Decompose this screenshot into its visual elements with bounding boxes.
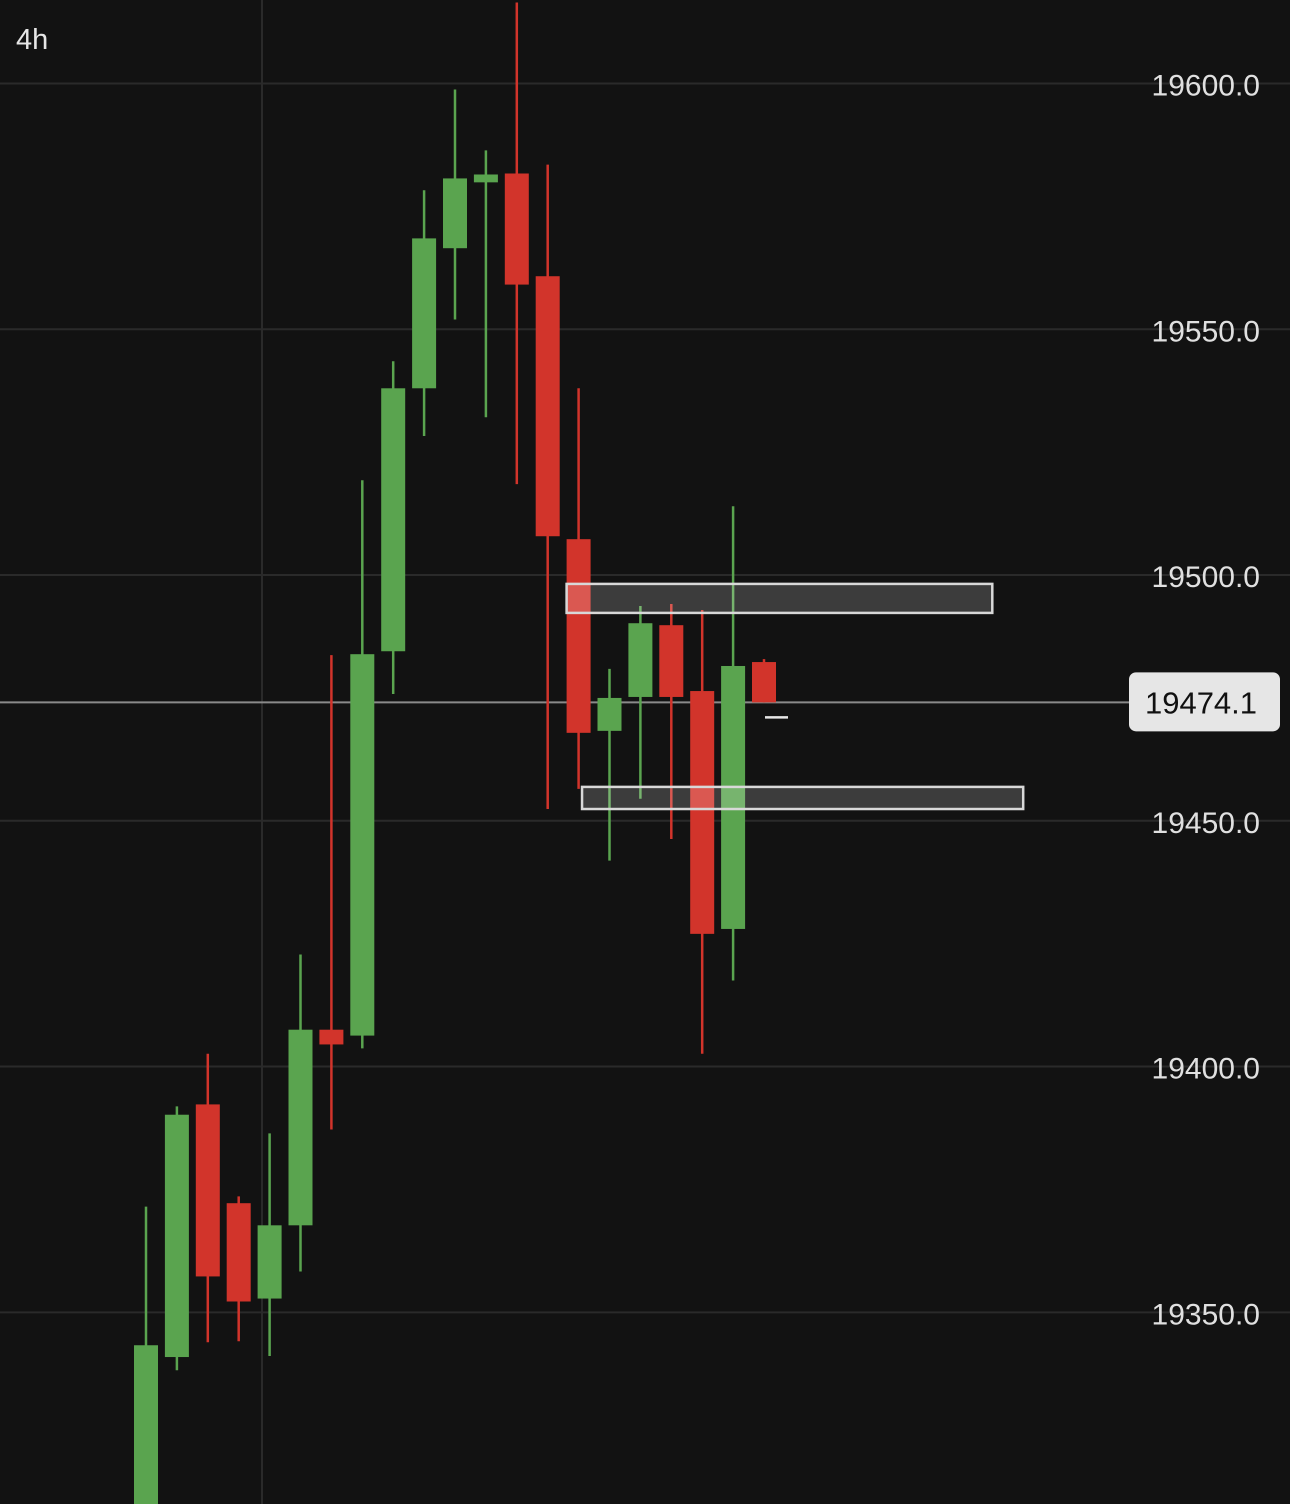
candle[interactable] [659, 604, 684, 839]
candle[interactable] [226, 1196, 251, 1342]
candle-body [257, 1225, 282, 1299]
y-tick-label: 19550.0 [1152, 315, 1260, 348]
candle[interactable] [288, 954, 313, 1272]
current-price-badge: 19474.1 [1129, 672, 1280, 732]
candle[interactable] [381, 361, 406, 695]
y-tick-label: 19600.0 [1152, 70, 1260, 103]
candle[interactable] [566, 388, 591, 789]
candle-body [721, 665, 746, 929]
candle-body [195, 1104, 220, 1277]
candle[interactable] [690, 609, 715, 1054]
candle-body [350, 654, 375, 1036]
y-tick-label: 19500.0 [1152, 561, 1260, 594]
candle[interactable] [721, 506, 746, 981]
candle-body [659, 625, 684, 697]
candle[interactable] [319, 655, 344, 1130]
candle-body [443, 178, 467, 249]
current-price-badge-bg [1129, 672, 1280, 732]
candle[interactable] [443, 89, 467, 320]
candle-body [473, 174, 498, 183]
candle-body [752, 662, 776, 703]
timeframe-label[interactable]: 4h [16, 24, 49, 56]
y-tick-label: 19350.0 [1152, 1298, 1260, 1331]
candle[interactable] [535, 164, 560, 810]
candle[interactable] [752, 659, 776, 703]
candle-body [381, 388, 406, 652]
candle[interactable] [350, 480, 375, 1049]
price-zone-rectangle[interactable] [580, 785, 1025, 811]
candle-body [164, 1114, 189, 1358]
candle-body [288, 1029, 313, 1226]
candle-body [134, 1345, 158, 1504]
candle-body [597, 697, 622, 731]
candle[interactable] [597, 668, 622, 861]
candle[interactable] [473, 150, 498, 418]
candle[interactable] [412, 190, 437, 436]
y-tick-label: 19400.0 [1152, 1053, 1260, 1086]
candle[interactable] [257, 1133, 282, 1357]
candle-body [566, 539, 591, 733]
candle-body [412, 238, 437, 389]
candle[interactable] [628, 606, 653, 799]
price-zone-rectangle[interactable] [565, 582, 994, 615]
candle-body [628, 623, 653, 697]
current-price-label: 19474.1 [1145, 685, 1257, 720]
candle[interactable] [504, 2, 529, 485]
candle-body [504, 173, 529, 285]
candle[interactable] [164, 1106, 189, 1371]
candle-body [319, 1029, 344, 1045]
candle[interactable] [134, 1206, 158, 1504]
candle-body [535, 276, 560, 537]
candle-body [690, 691, 715, 934]
candle[interactable] [195, 1053, 220, 1343]
y-tick-label: 19450.0 [1152, 807, 1260, 840]
candle-body [226, 1203, 251, 1302]
